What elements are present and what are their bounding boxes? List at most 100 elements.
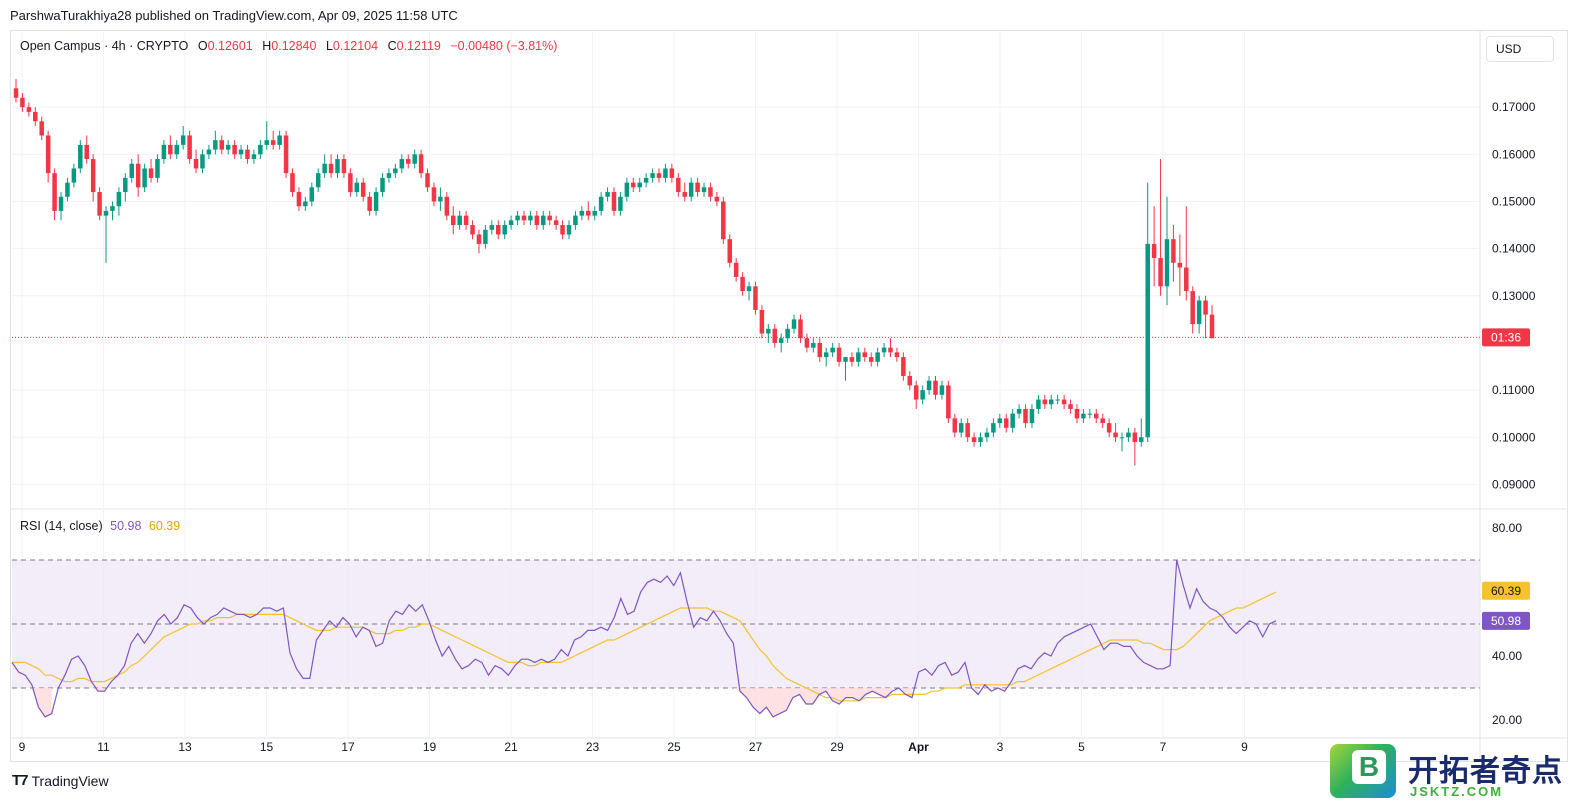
candle (965, 418, 970, 442)
candle-body (759, 309, 765, 334)
candle (708, 182, 713, 202)
candle (875, 347, 880, 367)
candle-body (386, 173, 392, 178)
candle (206, 144, 212, 160)
candle (1177, 234, 1183, 296)
tradingview-brand[interactable]: T7 TradingView (12, 772, 109, 789)
candle-body (65, 182, 70, 197)
candle (418, 149, 424, 178)
change-value: −0.00480 (−3.81%) (450, 39, 558, 53)
candle-body (123, 177, 128, 193)
candle-body (1048, 399, 1054, 405)
candle (110, 201, 115, 221)
candle (71, 163, 77, 188)
rsi-oversold-fill (839, 688, 846, 704)
candle (1203, 295, 1208, 339)
candle (1164, 196, 1170, 306)
candle-body (868, 357, 874, 362)
candle (541, 210, 546, 230)
candle (251, 149, 257, 164)
currency-button[interactable]: USD (1486, 36, 1554, 62)
candle-body (103, 210, 109, 216)
candle (721, 196, 726, 244)
rsi-tick-label: 80.00 (1492, 521, 1522, 535)
candle-body (148, 168, 154, 178)
rsi-oversold-fill (806, 688, 813, 704)
candle (849, 352, 855, 367)
candle (412, 149, 417, 169)
candle (843, 357, 848, 381)
candle-body (232, 144, 237, 155)
candle (920, 385, 925, 405)
candle-body (425, 173, 430, 188)
candle (1190, 286, 1195, 334)
time-tick-label: 23 (586, 740, 600, 754)
candle-body (631, 182, 636, 188)
candle-body (52, 173, 57, 211)
candle-body (90, 159, 96, 193)
candle-body (1190, 291, 1195, 325)
candle (1119, 432, 1125, 452)
candle-body (180, 135, 186, 145)
candle (888, 338, 893, 358)
candle (862, 347, 868, 362)
candle (804, 333, 810, 353)
candle (296, 187, 302, 211)
candle (958, 418, 964, 438)
rsi-oversold-fill (45, 688, 52, 717)
candle (264, 121, 270, 150)
candle (135, 154, 141, 197)
candle (746, 281, 752, 301)
candle (579, 206, 585, 221)
rsi-oversold-fill (865, 688, 873, 695)
price-tick-label: 0.09000 (1492, 477, 1536, 491)
candle-body (978, 437, 983, 442)
candle-body (1113, 432, 1118, 438)
candle-body (528, 215, 533, 221)
candle (58, 192, 64, 221)
candle-body (746, 286, 752, 292)
candle-body (1100, 418, 1105, 424)
candle-body (971, 437, 977, 442)
candle-body (823, 352, 829, 358)
candle (952, 413, 958, 438)
candle-body (701, 187, 707, 193)
candle (766, 324, 771, 343)
candle (669, 163, 675, 183)
rsi-oversold-fill (819, 688, 826, 695)
candle (168, 135, 173, 160)
candle (1036, 394, 1041, 414)
candle-body (714, 196, 720, 202)
high-label: H (262, 39, 272, 53)
candle (360, 177, 366, 202)
watermark-cn: 开拓者奇点 (1408, 754, 1563, 789)
candle (733, 258, 739, 282)
candle (508, 215, 514, 230)
candle-body (1145, 243, 1150, 438)
time-tick-label: 25 (667, 740, 681, 754)
price-tick-label: 0.13000 (1492, 289, 1536, 303)
candle-body (1081, 413, 1086, 419)
watermark-en: JSKTZ.COM (1410, 784, 1504, 799)
candle (933, 375, 938, 400)
candle-body (1184, 267, 1189, 292)
candle-body (521, 215, 527, 221)
candle-body (315, 173, 321, 188)
candle (174, 140, 180, 160)
rsi-oversold-fill (845, 688, 853, 698)
low-value: 0.12104 (332, 39, 379, 53)
candle-body (418, 154, 424, 174)
candle-body (811, 342, 816, 348)
candle (258, 140, 263, 160)
candle-body (843, 357, 848, 362)
candle (650, 168, 655, 183)
candle (483, 225, 488, 249)
candle-body (219, 140, 225, 150)
candle-body (830, 347, 835, 353)
candle (971, 432, 977, 447)
candle (232, 140, 237, 160)
candle (997, 413, 1003, 428)
candle (78, 140, 83, 174)
candle (502, 220, 507, 240)
